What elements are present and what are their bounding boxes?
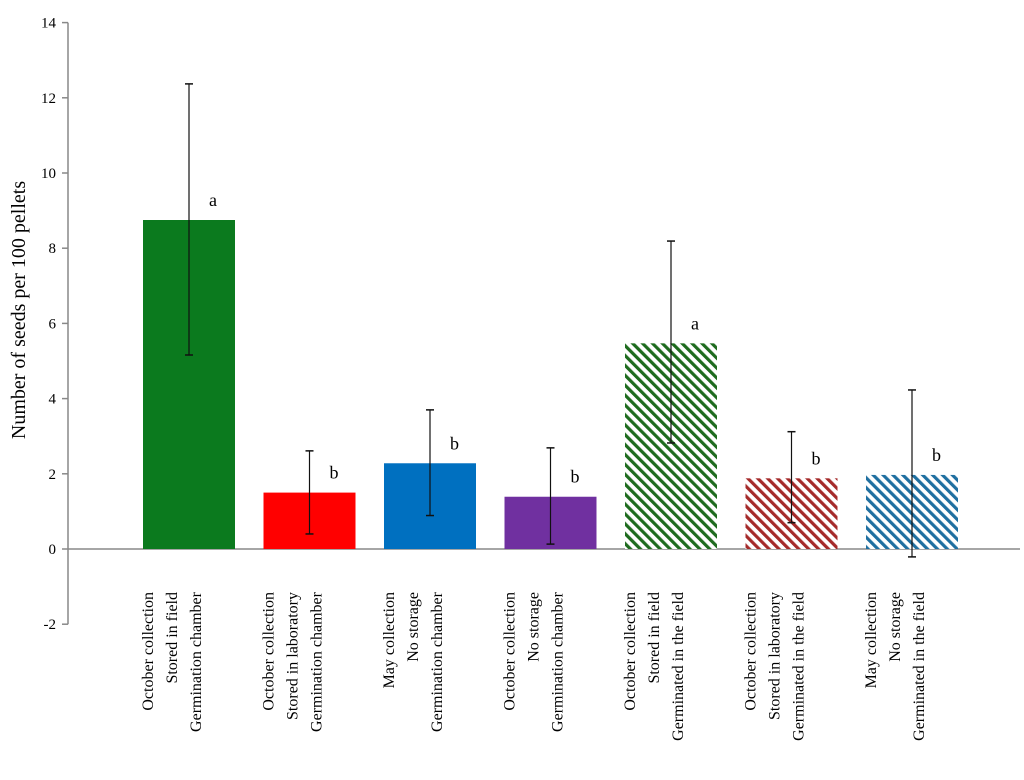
x-tick-label: May collection: [381, 592, 398, 688]
significance-letter: b: [932, 445, 941, 465]
y-tick-label: 4: [49, 392, 57, 408]
x-tick-label: Germination chamber: [429, 591, 446, 732]
x-tick-label: Stored in field: [646, 592, 663, 684]
x-tick-label: Germinated in the field: [911, 592, 928, 741]
x-tick-label: October collection: [502, 592, 519, 711]
x-tick-label: Germinated in the field: [791, 592, 808, 741]
y-tick-label: 12: [41, 91, 56, 107]
x-tick-label: Stored in field: [164, 592, 181, 684]
significance-letter: a: [691, 313, 699, 333]
x-tick-label: October collection: [261, 592, 278, 711]
x-tick-label: No storage: [887, 592, 904, 662]
y-tick-label: 6: [49, 316, 57, 332]
x-tick-label: Stored in laboratory: [285, 592, 302, 720]
y-tick-label: 2: [49, 467, 57, 483]
x-tick-label: October collection: [743, 592, 760, 711]
x-tick-label: No storage: [405, 592, 422, 662]
x-tick-label: October collection: [622, 592, 639, 711]
x-tick-label: October collection: [140, 592, 157, 711]
significance-letter: b: [330, 463, 339, 483]
y-axis-label: Number of seeds per 100 pellets: [8, 181, 30, 439]
x-tick-label: No storage: [526, 592, 543, 662]
significance-letter: b: [812, 448, 821, 468]
x-tick-label: Germination chamber: [309, 591, 326, 732]
x-tick-label: Germination chamber: [550, 591, 567, 732]
x-tick-label: Germination chamber: [188, 591, 205, 732]
y-tick-label: 8: [49, 241, 57, 257]
significance-letter: a: [209, 190, 217, 210]
y-tick-label: 14: [41, 16, 57, 32]
x-tick-label: May collection: [863, 592, 880, 688]
y-tick-label: 10: [41, 166, 56, 182]
y-tick-label: 0: [49, 542, 57, 558]
significance-letter: b: [450, 433, 459, 453]
x-tick-label: Germinated in the field: [670, 592, 687, 741]
y-tick-label: -2: [44, 617, 57, 633]
significance-letter: b: [571, 467, 580, 487]
x-tick-label: Stored in laboratory: [767, 592, 784, 720]
